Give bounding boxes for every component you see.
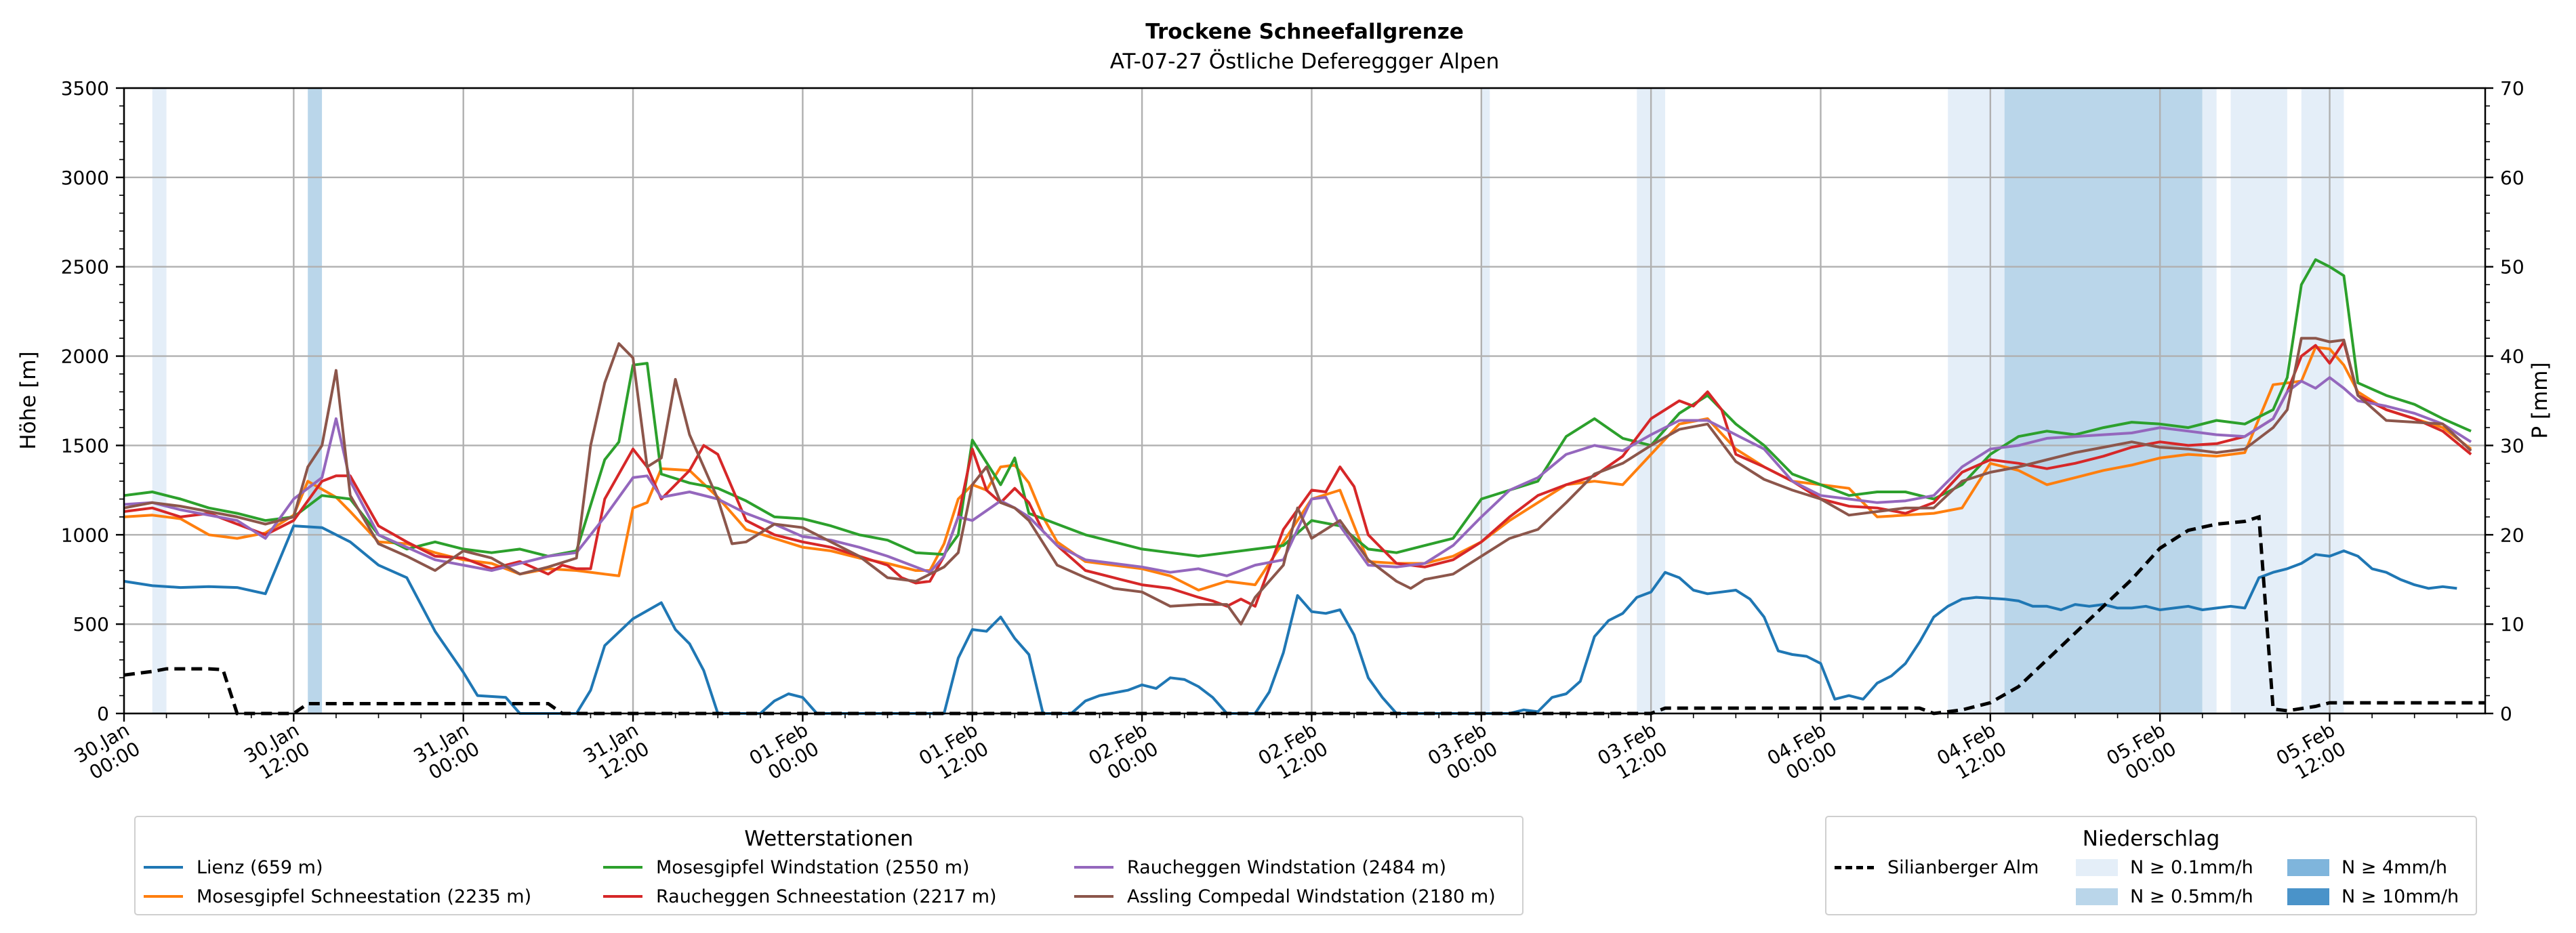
precip-band xyxy=(2301,88,2344,713)
legend-item-label: Raucheggen Windstation (2484 m) xyxy=(1127,856,1446,878)
series-line xyxy=(123,340,2472,608)
y-axis-label-left: Höhe [m] xyxy=(16,351,41,449)
y-tick-label-left: 3000 xyxy=(61,167,109,189)
precipitation-legend-title: Niederschlag xyxy=(2082,827,2220,851)
legend-item: Assling Compedal Windstation (2180 m) xyxy=(1074,884,1496,909)
stations-legend: Wetterstationen Lienz (659 m) Mosesgipfe… xyxy=(134,816,1524,915)
legend-line-swatch xyxy=(1074,895,1113,898)
y-tick-label-right: 10 xyxy=(2500,613,2524,636)
y-tick-label-right: 50 xyxy=(2500,256,2524,278)
legend-item-label: Assling Compedal Windstation (2180 m) xyxy=(1127,886,1496,907)
chart-title: Trockene Schneefallgrenze xyxy=(1145,20,1464,44)
legend-dashed-swatch xyxy=(1835,865,1874,869)
legend-item: Mosesgipfel Schneestation (2235 m) xyxy=(144,884,531,909)
station-lines xyxy=(123,258,2472,715)
precip-band xyxy=(2004,88,2203,713)
legend-line-swatch xyxy=(144,866,183,869)
chart-subtitle: AT-07-27 Östliche Defereggger Alpen xyxy=(1110,49,1500,74)
y-tick-label-right: 70 xyxy=(2500,77,2524,100)
y-tick-label-right: 0 xyxy=(2500,703,2512,725)
legend-line-swatch xyxy=(603,866,642,869)
precip-band xyxy=(1948,88,2005,713)
y-tick-label-left: 3500 xyxy=(61,77,109,100)
legend-item-label: N ≥ 0.5mm/h xyxy=(2130,886,2253,907)
legend-item-label: Raucheggen Schneestation (2217 m) xyxy=(656,886,997,907)
legend-rect-swatch xyxy=(2287,888,2329,905)
series-line xyxy=(123,524,2457,715)
y-tick-label-right: 40 xyxy=(2500,346,2524,368)
legend-item: N ≥ 0.1mm/h xyxy=(2076,855,2253,879)
y-tick-label-left: 2000 xyxy=(61,346,109,368)
y-tick-label-left: 1000 xyxy=(61,524,109,546)
legend-item-label: Mosesgipfel Schneestation (2235 m) xyxy=(197,886,532,907)
stations-legend-title: Wetterstationen xyxy=(744,827,914,851)
legend-item: Raucheggen Schneestation (2217 m) xyxy=(603,884,997,909)
legend-item: Lienz (659 m) xyxy=(144,855,323,879)
series-line xyxy=(123,337,2472,626)
precip-band xyxy=(308,88,323,713)
precipitation-legend: Niederschlag Silianberger Alm N ≥ 0.1mm/… xyxy=(1825,816,2477,915)
legend-rect-swatch xyxy=(2076,888,2118,905)
legend-item: N ≥ 10mm/h xyxy=(2287,884,2459,909)
y-tick-label-left: 0 xyxy=(97,703,109,725)
legend-item: Raucheggen Windstation (2484 m) xyxy=(1074,855,1446,879)
legend-item-label: Silianberger Alm xyxy=(1887,856,2039,878)
precipitation-bands xyxy=(152,88,2344,713)
left-axis: 0 500 1000 1500 2000 2500 3000 3500 xyxy=(61,77,124,725)
plot-frame xyxy=(123,87,2487,715)
y-tick-label-right: 30 xyxy=(2500,434,2524,457)
legend-item: N ≥ 0.5mm/h xyxy=(2076,884,2253,909)
precip-band xyxy=(152,88,167,713)
legend-item-label: Mosesgipfel Windstation (2550 m) xyxy=(656,856,970,878)
y-tick-label-left: 1500 xyxy=(61,434,109,457)
legend-item: Mosesgipfel Windstation (2550 m) xyxy=(603,855,970,879)
legend-line-swatch xyxy=(1074,866,1113,869)
legend-line-swatch xyxy=(603,895,642,898)
legend-rect-swatch xyxy=(2076,858,2118,876)
legend-item: Silianberger Alm xyxy=(1835,855,2039,879)
legend-rect-swatch xyxy=(2287,858,2329,876)
legend-item-label: Lienz (659 m) xyxy=(197,856,323,878)
y-tick-label-left: 500 xyxy=(73,613,109,636)
legend-item-label: N ≥ 10mm/h xyxy=(2342,886,2459,907)
y-axis-label-right: P [mm] xyxy=(2528,362,2552,438)
y-tick-label-right: 60 xyxy=(2500,167,2524,189)
y-tick-label-left: 2500 xyxy=(61,256,109,278)
legend-item-label: N ≥ 4mm/h xyxy=(2342,856,2447,878)
right-axis: 0 10 20 30 40 50 60 70 xyxy=(2485,77,2524,725)
precip-band xyxy=(1481,88,1490,713)
precip-band xyxy=(2202,88,2217,713)
y-tick-label-right: 20 xyxy=(2500,524,2524,546)
legend-item: N ≥ 4mm/h xyxy=(2287,855,2447,879)
legend-item-label: N ≥ 0.1mm/h xyxy=(2130,856,2253,878)
legend-line-swatch xyxy=(144,895,183,898)
precip-band xyxy=(2230,88,2287,713)
